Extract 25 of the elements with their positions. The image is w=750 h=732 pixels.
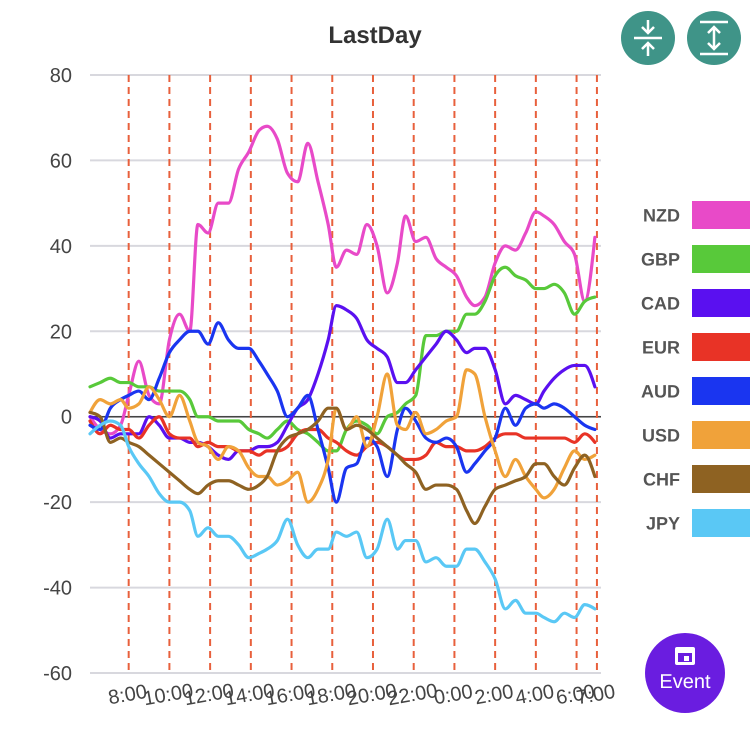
legend-label: JPY	[646, 513, 680, 534]
line-series	[88, 321, 596, 504]
y-tick-label: 80	[50, 65, 72, 87]
line-series	[88, 368, 596, 504]
y-tick-label: 20	[50, 321, 72, 344]
legend-label: NZD	[643, 205, 680, 226]
y-tick-label: -20	[43, 492, 72, 514]
line-series	[88, 419, 596, 624]
legend-label: EUR	[642, 337, 680, 358]
chart-title: LastDay	[328, 22, 422, 49]
line-series	[88, 406, 596, 526]
legend-label: GBP	[640, 249, 680, 270]
legend-label: CHF	[643, 469, 680, 490]
y-tick-label: -40	[43, 578, 72, 600]
line-series	[88, 124, 596, 436]
y-tick-label: 60	[50, 150, 72, 172]
legend-label: USD	[642, 425, 680, 446]
legend-label: AUD	[641, 381, 680, 402]
x-tick-label: 4:00	[514, 680, 556, 710]
y-tick-label: 0	[60, 406, 72, 429]
y-tick-label: -60	[43, 663, 72, 685]
x-tick-label: 2:00	[473, 680, 516, 710]
legend-label: CAD	[641, 293, 680, 314]
text: Event	[659, 671, 712, 693]
y-tick-label: 40	[50, 236, 72, 258]
